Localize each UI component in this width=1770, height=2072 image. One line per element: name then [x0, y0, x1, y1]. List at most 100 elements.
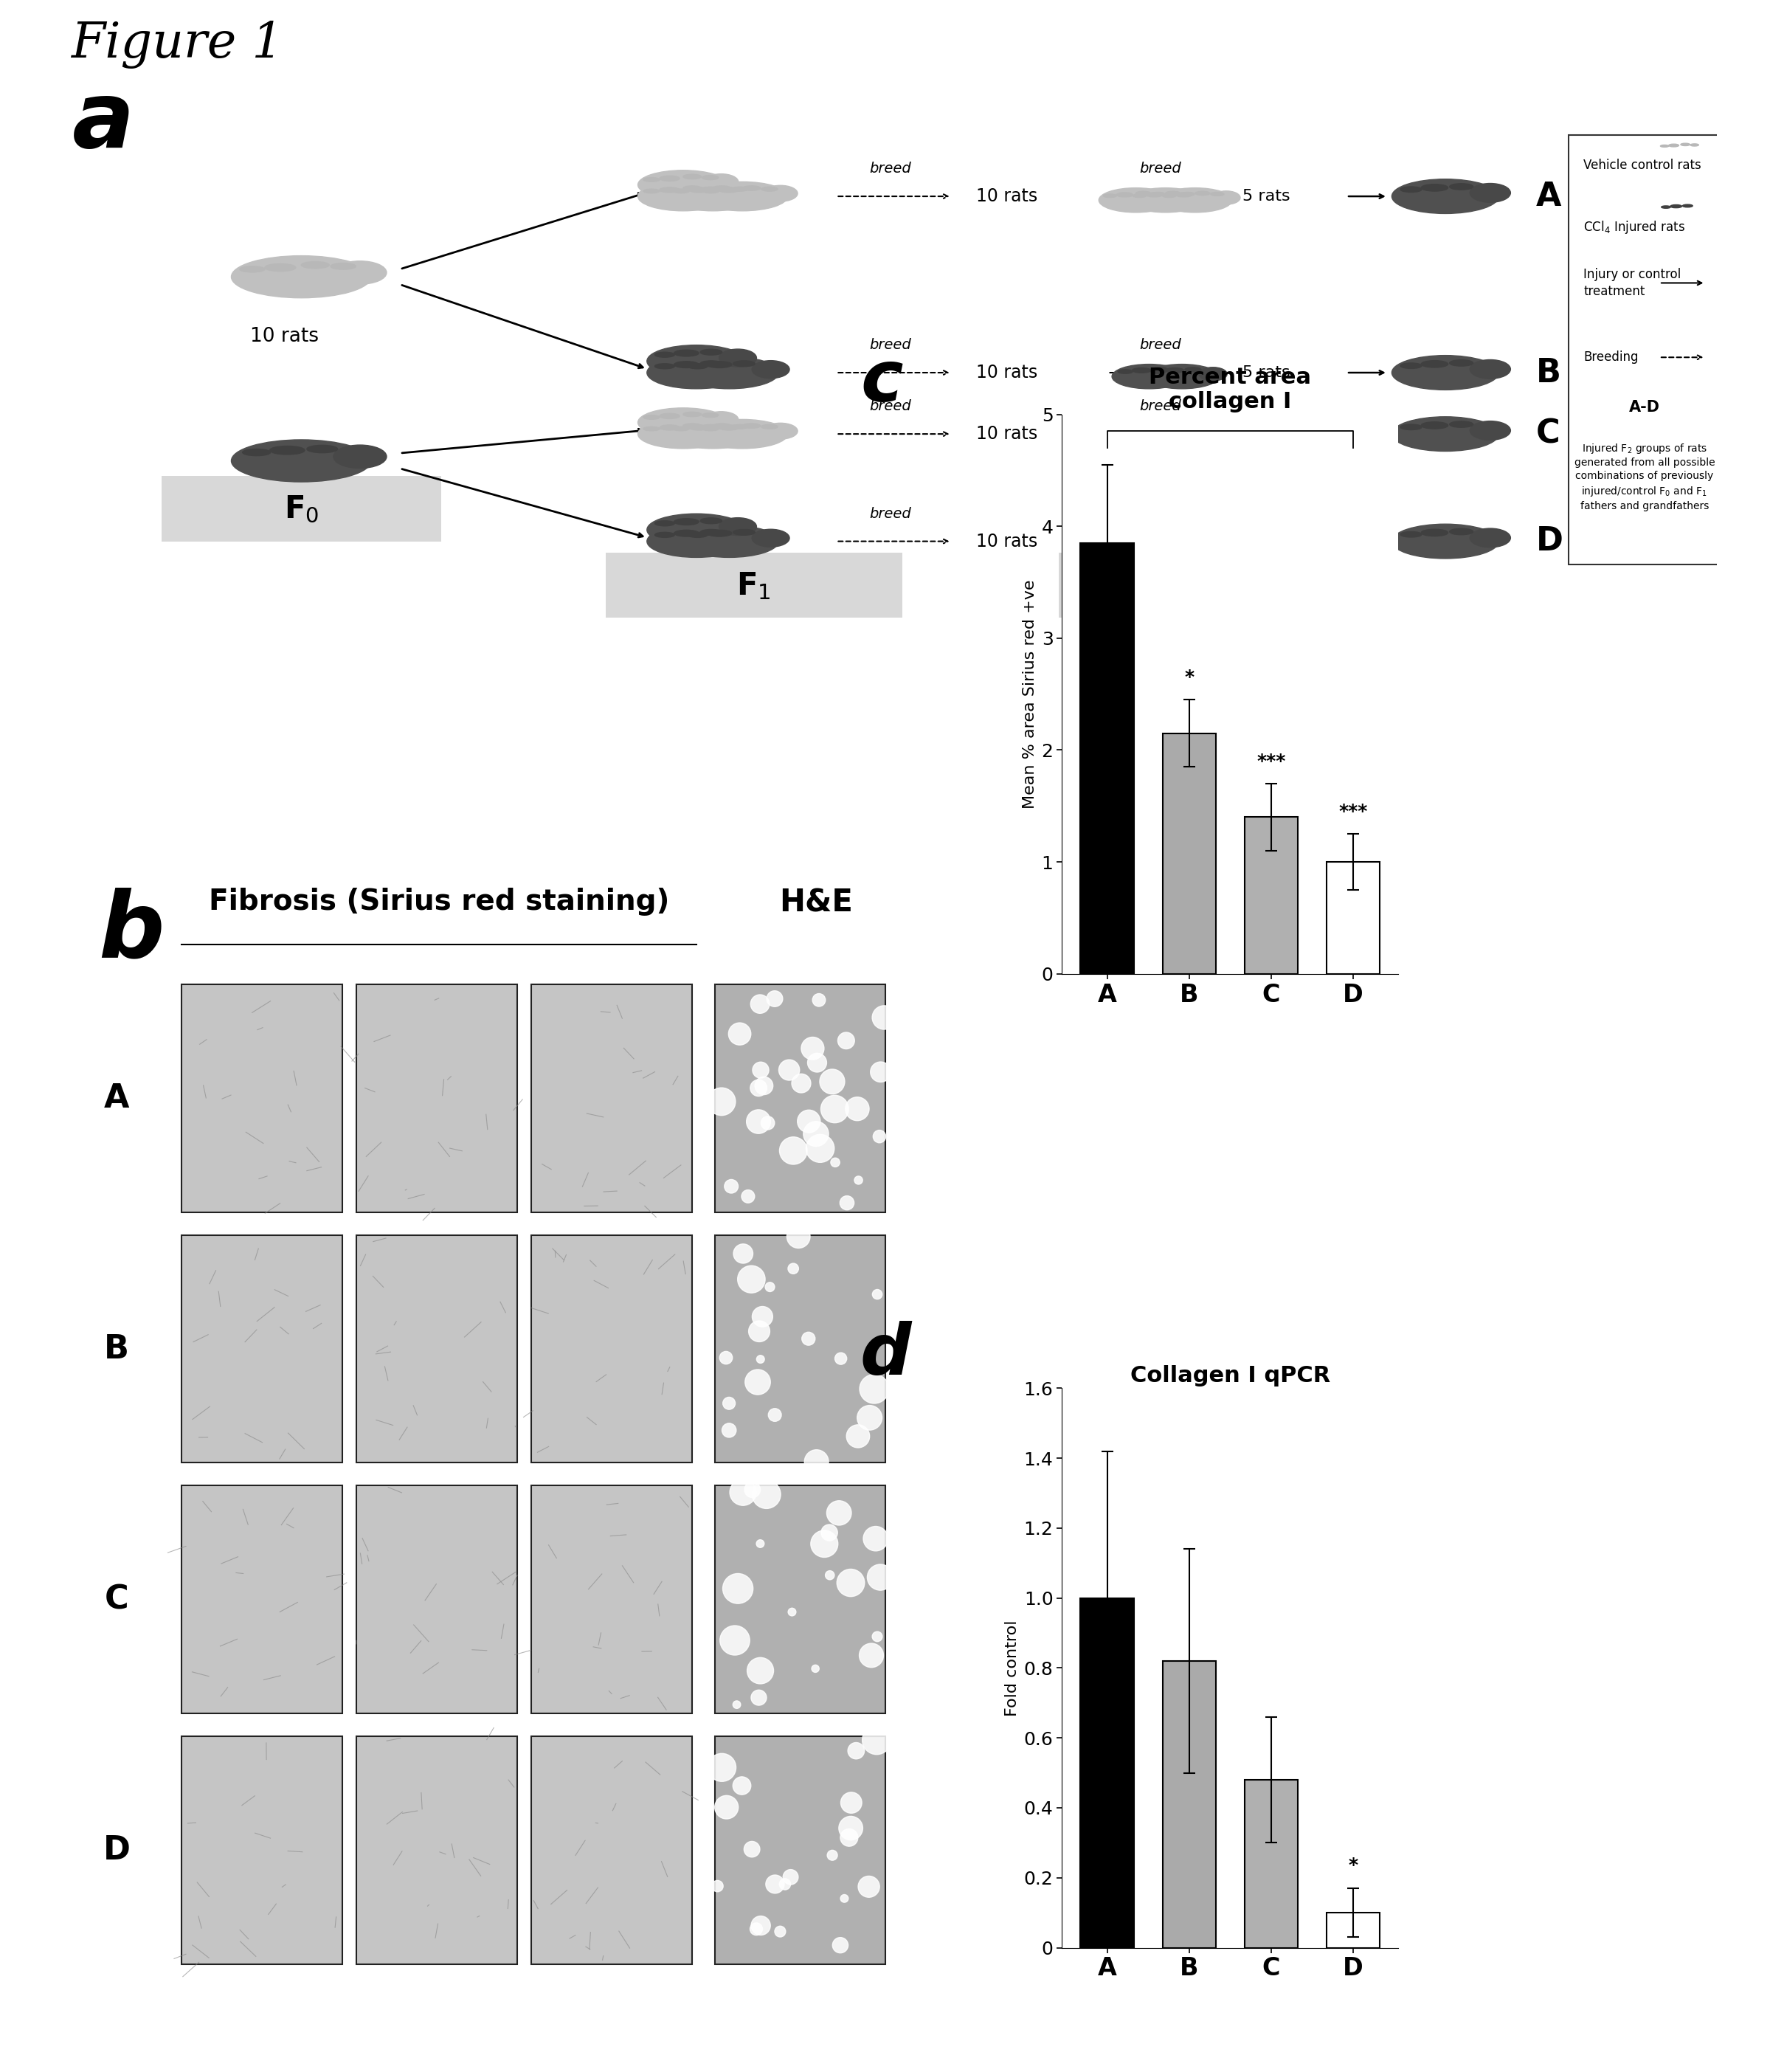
Ellipse shape — [835, 1353, 846, 1365]
Ellipse shape — [660, 186, 680, 193]
Text: ***: *** — [1257, 752, 1285, 771]
Ellipse shape — [1165, 191, 1181, 195]
Ellipse shape — [761, 1117, 775, 1129]
FancyBboxPatch shape — [605, 553, 903, 617]
Ellipse shape — [712, 1881, 724, 1892]
Ellipse shape — [689, 533, 708, 537]
Ellipse shape — [1158, 425, 1232, 450]
Ellipse shape — [733, 423, 768, 439]
Ellipse shape — [1129, 189, 1202, 213]
Bar — [181, 1486, 342, 1714]
Ellipse shape — [848, 1743, 864, 1759]
Ellipse shape — [1151, 193, 1165, 197]
Ellipse shape — [731, 425, 749, 429]
Ellipse shape — [704, 412, 738, 427]
Ellipse shape — [1181, 193, 1195, 197]
Ellipse shape — [871, 1061, 890, 1082]
Ellipse shape — [779, 1138, 807, 1164]
Bar — [1080, 543, 1135, 974]
Ellipse shape — [1469, 184, 1510, 203]
Text: Fibrosis (Sirius red staining): Fibrosis (Sirius red staining) — [209, 887, 669, 916]
Y-axis label: Mean % area Sirius red +ve: Mean % area Sirius red +ve — [1023, 580, 1037, 808]
Ellipse shape — [637, 170, 729, 199]
Text: breed: breed — [1140, 506, 1181, 520]
Text: *: * — [1349, 1857, 1358, 1875]
Text: Injury or control
treatment: Injury or control treatment — [1584, 267, 1681, 298]
Ellipse shape — [763, 184, 798, 201]
Ellipse shape — [703, 176, 719, 180]
Ellipse shape — [1690, 143, 1699, 147]
Ellipse shape — [873, 1631, 881, 1641]
Ellipse shape — [750, 1917, 770, 1935]
Ellipse shape — [837, 1569, 864, 1598]
Ellipse shape — [660, 414, 680, 419]
Ellipse shape — [683, 423, 701, 429]
Ellipse shape — [1158, 189, 1232, 213]
Ellipse shape — [867, 1564, 894, 1589]
Ellipse shape — [1103, 195, 1117, 197]
Ellipse shape — [703, 189, 719, 193]
Ellipse shape — [779, 1879, 791, 1890]
Ellipse shape — [704, 423, 738, 439]
Ellipse shape — [804, 1121, 828, 1146]
Text: 10 rats: 10 rats — [977, 365, 1037, 381]
Text: D: D — [1536, 526, 1563, 557]
Ellipse shape — [1117, 193, 1133, 197]
Ellipse shape — [697, 182, 788, 211]
Ellipse shape — [232, 439, 372, 483]
Ellipse shape — [1152, 537, 1168, 541]
Ellipse shape — [637, 419, 729, 448]
Ellipse shape — [1195, 429, 1211, 433]
Ellipse shape — [750, 1080, 766, 1096]
Ellipse shape — [1400, 186, 1421, 193]
Ellipse shape — [1211, 193, 1225, 197]
Ellipse shape — [1163, 195, 1175, 197]
Ellipse shape — [643, 178, 660, 182]
Ellipse shape — [1151, 539, 1166, 543]
Ellipse shape — [1103, 431, 1117, 435]
Ellipse shape — [788, 1225, 811, 1247]
Ellipse shape — [713, 186, 731, 191]
Ellipse shape — [1181, 429, 1195, 433]
Bar — [531, 1235, 692, 1463]
Bar — [715, 1736, 885, 1964]
Text: 5 rats: 5 rats — [1243, 427, 1290, 441]
Ellipse shape — [756, 1539, 765, 1548]
Ellipse shape — [802, 1332, 816, 1345]
Ellipse shape — [1400, 425, 1421, 429]
Text: breed: breed — [869, 162, 912, 176]
Ellipse shape — [752, 1307, 773, 1326]
Ellipse shape — [841, 1894, 848, 1902]
Ellipse shape — [301, 261, 329, 269]
Ellipse shape — [1195, 191, 1211, 195]
Ellipse shape — [862, 1726, 890, 1755]
Ellipse shape — [1145, 365, 1220, 390]
Text: 5 rats: 5 rats — [1243, 189, 1290, 203]
Text: 10 rats: 10 rats — [977, 186, 1037, 205]
Ellipse shape — [689, 186, 710, 193]
Ellipse shape — [703, 427, 719, 431]
Ellipse shape — [747, 1658, 773, 1685]
Ellipse shape — [689, 425, 710, 431]
Ellipse shape — [825, 1571, 834, 1579]
Ellipse shape — [1211, 429, 1225, 433]
Ellipse shape — [832, 1937, 848, 1954]
Ellipse shape — [858, 1643, 883, 1668]
Ellipse shape — [749, 1320, 770, 1343]
Ellipse shape — [1469, 421, 1510, 439]
Ellipse shape — [1184, 367, 1202, 371]
Ellipse shape — [660, 425, 680, 431]
Ellipse shape — [680, 524, 779, 557]
Ellipse shape — [812, 1666, 820, 1672]
Bar — [715, 1235, 885, 1463]
Ellipse shape — [788, 1264, 798, 1274]
Ellipse shape — [733, 1778, 750, 1794]
Ellipse shape — [837, 1032, 855, 1048]
Ellipse shape — [820, 1069, 844, 1094]
Ellipse shape — [713, 423, 731, 429]
Ellipse shape — [756, 1355, 765, 1363]
Ellipse shape — [1133, 537, 1151, 541]
Ellipse shape — [703, 186, 719, 191]
Ellipse shape — [855, 1177, 862, 1185]
Ellipse shape — [1166, 367, 1195, 381]
